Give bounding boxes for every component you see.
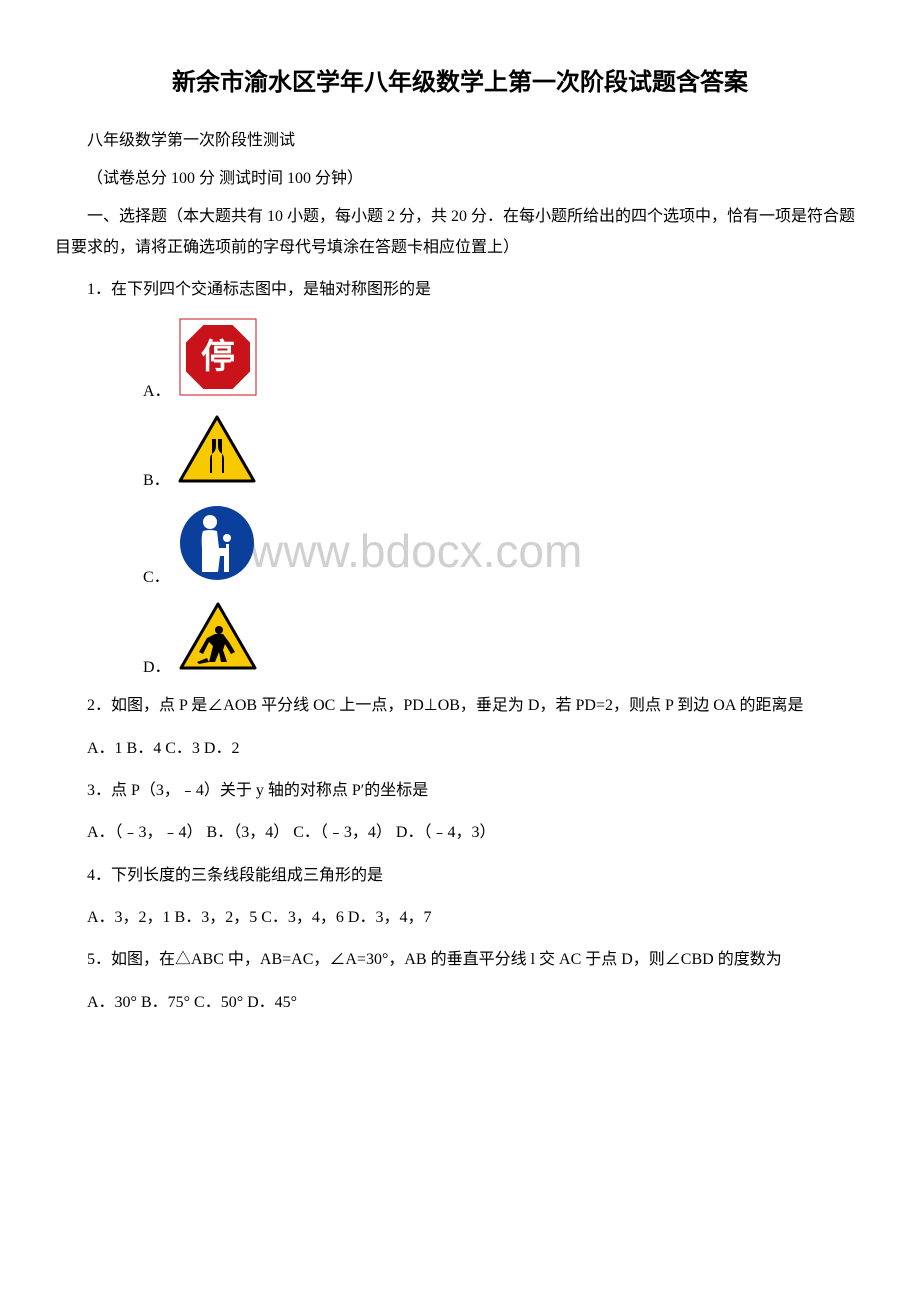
construction-sign-icon	[179, 602, 257, 683]
option-label-a: A．	[143, 377, 171, 407]
q1-option-b: B．	[55, 415, 865, 496]
question-5: 5．如图，在△ABC 中，AB=AC，∠A=30°，AB 的垂直平分线 l 交 …	[55, 945, 865, 975]
q1-option-a: A． 停	[55, 318, 865, 407]
option-label-c: C．	[143, 563, 170, 593]
narrow-road-sign-icon	[178, 415, 256, 496]
q1-option-c: C．	[55, 504, 865, 593]
svg-text:停: 停	[201, 338, 235, 376]
q1-option-d: D．	[55, 602, 865, 683]
question-5-answers: A．30° B．75° C．50° D．45°	[55, 988, 865, 1018]
option-label-b: B．	[143, 466, 170, 496]
question-1: 1．在下列四个交通标志图中，是轴对称图形的是	[55, 275, 865, 305]
stop-sign-icon: 停	[179, 318, 257, 407]
question-4: 4．下列长度的三条线段能组成三角形的是	[55, 861, 865, 891]
question-4-answers: A．3，2，1 B．3，2，5 C．3，4，6 D．3，4，7	[55, 903, 865, 933]
question-3-answers: A．（﹣3，﹣4） B．（3，4） C．（﹣3，4） D．（﹣4，3）	[55, 818, 865, 848]
question-3: 3．点 P（3，﹣4）关于 y 轴的对称点 P′的坐标是	[55, 776, 865, 806]
page-title: 新余市渝水区学年八年级数学上第一次阶段试题含答案	[55, 60, 865, 106]
pedestrian-sign-icon	[178, 504, 256, 593]
subtitle: 八年级数学第一次阶段性测试	[55, 126, 865, 156]
option-label-d: D．	[143, 653, 171, 683]
section-heading: 一、选择题（本大题共有 10 小题，每小题 2 分，共 20 分．在每小题所给出…	[55, 202, 865, 263]
exam-info: （试卷总分 100 分 测试时间 100 分钟）	[55, 164, 865, 194]
question-2-answers: A．1 B．4 C．3 D．2	[55, 734, 865, 764]
question-2: 2．如图，点 P 是∠AOB 平分线 OC 上一点，PD⊥OB，垂足为 D，若 …	[55, 691, 865, 721]
